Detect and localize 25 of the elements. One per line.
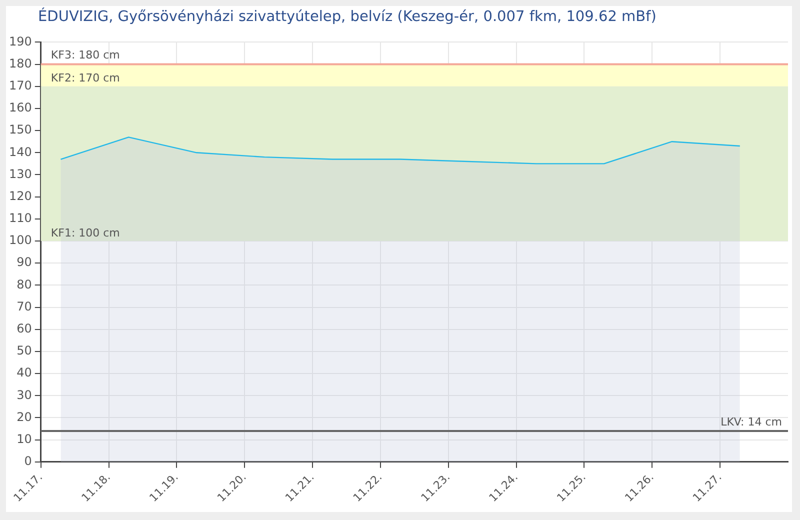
y-tick-label: 80 — [16, 277, 32, 292]
y-tick-label: 90 — [16, 255, 32, 270]
y-tick-label: 0 — [24, 454, 32, 468]
y-tick-label: 60 — [16, 322, 32, 336]
y-tick-label: 180 — [9, 56, 32, 70]
y-tick-label: 30 — [16, 388, 32, 402]
y-tick-label: 150 — [9, 122, 32, 137]
y-tick-label: 170 — [9, 78, 32, 93]
y-tick-label: 40 — [16, 366, 32, 380]
chart-title: ÉDUVIZIG, Győrsövényházi szivattyútelep, belvíz (Keszeg-ér, 0.007 fkm, 109.62 mBf) — [38, 9, 656, 25]
y-tick-label: 50 — [16, 344, 32, 358]
y-tick-label: 160 — [9, 100, 32, 115]
ref-line-label: KF3: 180 cm — [50, 48, 120, 62]
y-tick-label: 130 — [9, 166, 32, 181]
y-tick-label: 100 — [9, 233, 32, 248]
band-label: KF1: 100 cm — [50, 226, 120, 240]
y-tick-label: 10 — [16, 432, 32, 446]
y-tick-label: 190 — [9, 34, 32, 48]
y-tick-label: 110 — [9, 211, 32, 226]
ref-line-label: LKV: 14 cm — [720, 415, 782, 428]
band-label: KF2: 170 cm — [50, 72, 120, 85]
y-tick-label: 20 — [16, 410, 32, 424]
y-tick-label: 120 — [9, 188, 32, 203]
y-tick-label: 140 — [9, 144, 32, 159]
y-tick-label: 70 — [16, 299, 32, 314]
